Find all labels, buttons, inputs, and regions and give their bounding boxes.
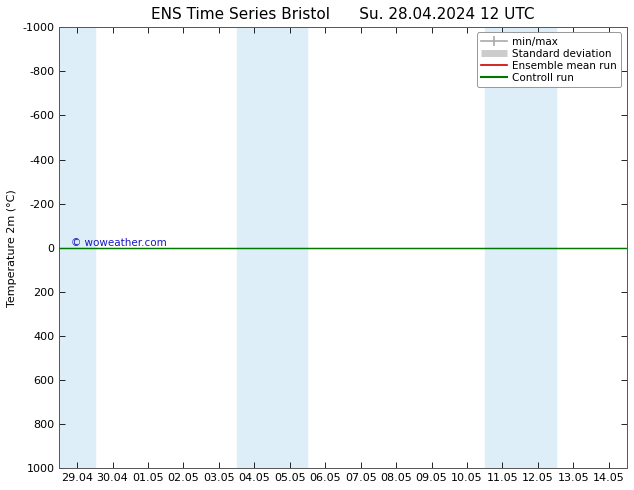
Legend: min/max, Standard deviation, Ensemble mean run, Controll run: min/max, Standard deviation, Ensemble me… [477, 32, 621, 87]
Bar [236, 27, 307, 468]
Y-axis label: Temperature 2m (°C): Temperature 2m (°C) [7, 189, 17, 307]
Bar [60, 27, 95, 468]
Bar [485, 27, 555, 468]
Title: ENS Time Series Bristol      Su. 28.04.2024 12 UTC: ENS Time Series Bristol Su. 28.04.2024 1… [151, 7, 534, 22]
Text: © woweather.com: © woweather.com [71, 238, 167, 247]
